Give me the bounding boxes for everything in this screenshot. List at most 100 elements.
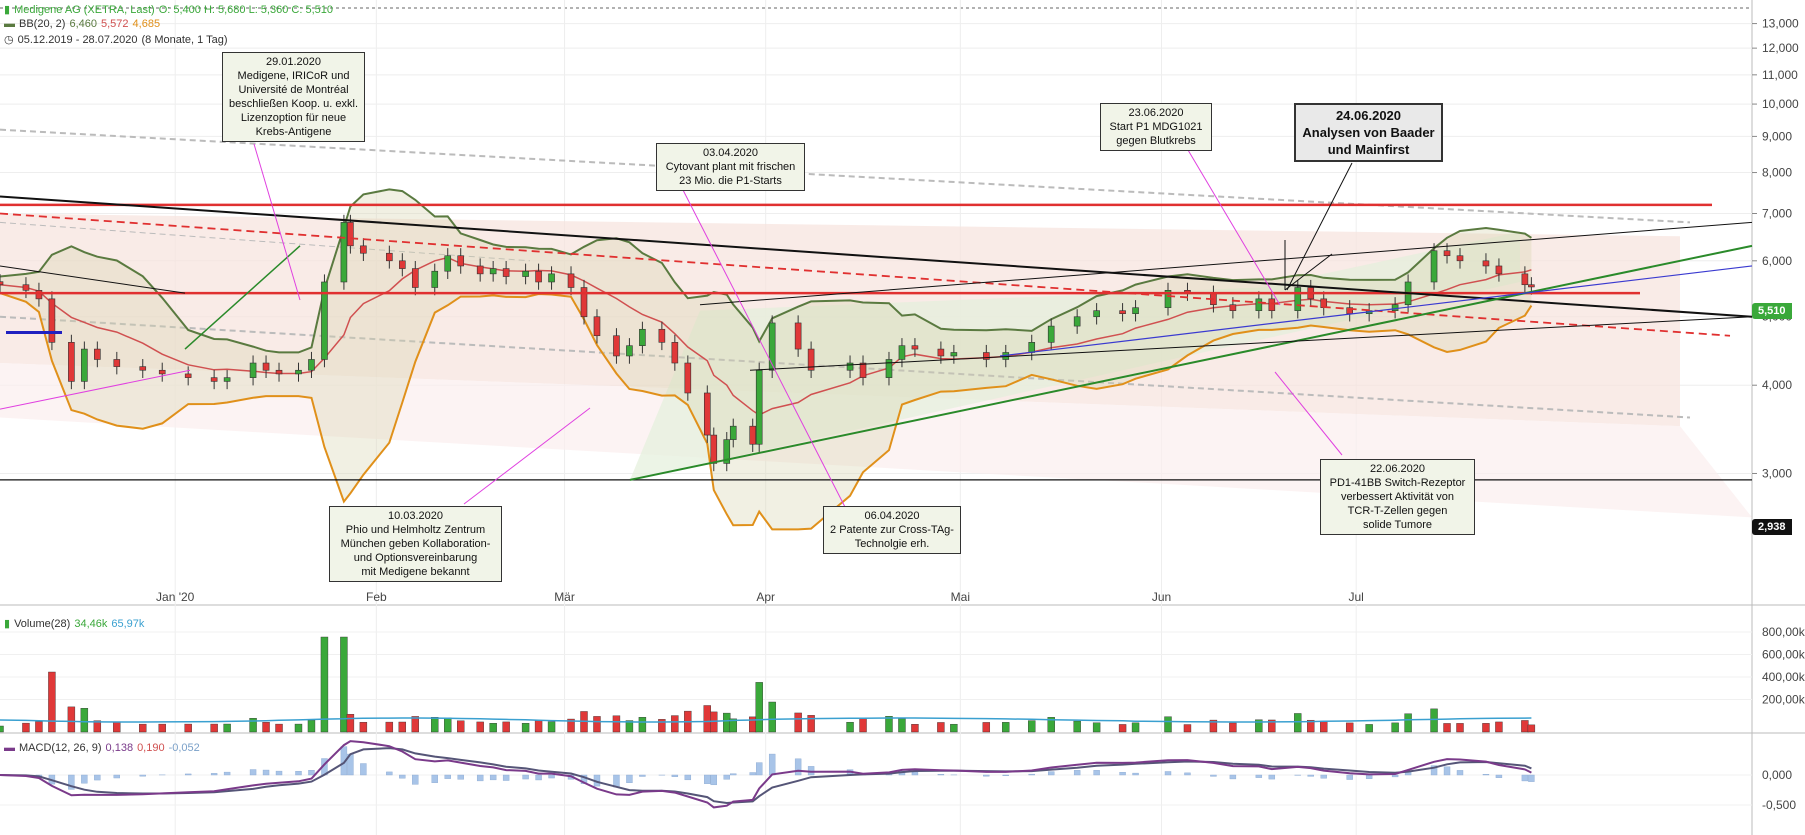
volume-bar <box>534 720 543 733</box>
candle-body <box>0 281 4 286</box>
bb-legend: ▬ BB(20, 2) 6,460 5,572 4,685 <box>4 18 164 30</box>
macd-hist-bar <box>1346 774 1353 780</box>
macd-line <box>0 740 1532 809</box>
annotation-1003: 10.03.2020 Phio und Helmholtz Zentrum Münc… <box>329 506 502 582</box>
candle-body <box>1119 310 1126 314</box>
macd-hist-bar <box>360 763 367 776</box>
macd-hist-bar <box>223 771 231 776</box>
volume-bar <box>1047 717 1055 733</box>
macd-hist-bar <box>730 773 737 776</box>
candle-body <box>1482 260 1490 267</box>
candle-body <box>1430 250 1438 283</box>
candle-body <box>94 348 101 360</box>
macd-hist-bar <box>1456 770 1464 776</box>
annotation-line: Technolgie erh. <box>854 538 930 550</box>
candle-body <box>794 322 802 350</box>
candle-body <box>658 328 666 343</box>
price-tick-label: 7,000 <box>1762 207 1792 221</box>
annotation-connector <box>1187 149 1281 306</box>
candle-body <box>139 366 147 371</box>
candle-body <box>684 362 692 394</box>
candle-body <box>729 425 737 440</box>
volume-bar <box>359 721 368 733</box>
annotation-line: 10.03.2020 <box>387 510 444 522</box>
candle-body <box>360 245 367 254</box>
volume-bar <box>1365 724 1373 733</box>
annotation-line: Lizenzoption für neue <box>240 112 347 124</box>
volume-tick-label: 800,00k <box>1762 625 1805 639</box>
annotation-line: verbessert Aktivität von <box>1340 491 1455 503</box>
macd-hist-bar <box>1132 772 1139 776</box>
candle-body <box>885 359 893 378</box>
macd-hist-bar <box>262 769 270 776</box>
annotation-line: 06.04.2020 <box>864 510 920 522</box>
volume-bar <box>502 721 510 733</box>
candle-body <box>1164 290 1172 308</box>
volume-bar <box>223 723 231 733</box>
macd-hist-bar <box>431 774 438 783</box>
volume-bar <box>1268 719 1276 733</box>
channel-mid-dashed <box>0 315 1691 419</box>
volume-bar <box>1131 722 1140 733</box>
volume-bar <box>937 722 945 733</box>
macd-hist-bar <box>1268 774 1276 780</box>
macd-hist-bar <box>580 774 588 784</box>
volume-bar <box>547 721 556 733</box>
macd-hist-bar <box>522 774 529 780</box>
volume-bar <box>1307 719 1315 733</box>
candle-body <box>502 268 510 277</box>
signal-line <box>0 747 1532 805</box>
annotation-line: Phio und Helmholtz Zentrum <box>345 524 486 536</box>
volume-bar <box>768 701 776 733</box>
macd-hist-bar <box>684 774 692 781</box>
price-tick-label: 11,000 <box>1762 68 1798 82</box>
volume-bar <box>1183 724 1192 733</box>
month-label: Mär <box>554 590 575 604</box>
candle-body <box>567 273 575 288</box>
month-label: Jun <box>1152 590 1171 604</box>
volume-bar <box>411 716 419 733</box>
annotation-line: 2 Patente zur Cross-TAg- <box>830 524 954 536</box>
macd-hist-bar <box>548 774 555 779</box>
annotation-2306: 23.06.2020 Start P1 MDG1021 gegen Blutkreb… <box>1100 103 1212 151</box>
annotation-connector <box>253 143 301 301</box>
annotation-line: 29.01.2020 <box>265 56 322 68</box>
candle-body <box>411 268 419 288</box>
candle-body <box>626 345 633 357</box>
macd-hist-bar <box>340 746 348 776</box>
macd-hist-bar <box>502 774 510 781</box>
macd-hist-bar <box>457 774 464 780</box>
candle-body <box>340 222 348 283</box>
macd-hist-bar <box>983 774 990 777</box>
volume-bar <box>1521 720 1529 733</box>
annotation-line: Start P1 MDG1021 <box>1109 121 1203 133</box>
volume-bar <box>612 715 621 733</box>
macd-hist-bar <box>794 758 802 776</box>
macd-hist-bar <box>1028 773 1035 776</box>
volume-bar <box>1294 713 1302 733</box>
lower-channel <box>0 363 1752 518</box>
early-line <box>0 265 186 294</box>
candle-body <box>983 352 990 360</box>
candle-body <box>768 322 776 371</box>
channel-inner-dashed <box>0 221 531 262</box>
candle-body <box>911 345 919 350</box>
short-uptrend-line <box>184 245 301 350</box>
price-tick-label: 13,000 <box>1762 17 1799 31</box>
annotation-line: und Mainfirst <box>1327 142 1410 157</box>
volume-bar <box>807 715 815 733</box>
bb-upper-value: 6,460 <box>69 18 97 30</box>
annotation-line: PD1-41BB Switch-Rezeptor <box>1329 477 1466 489</box>
volume-bar <box>1002 722 1010 733</box>
macd-hist-bar <box>1047 771 1055 776</box>
price-tick-label: 8,000 <box>1762 166 1792 180</box>
volume-bar <box>749 716 757 733</box>
volume-bar <box>521 722 530 733</box>
candle-body <box>48 298 56 343</box>
candle-body <box>1073 316 1081 327</box>
candle-body <box>723 439 731 464</box>
volume-bar <box>658 719 666 733</box>
volume-bar <box>1495 721 1503 733</box>
macd-hist-bar <box>476 774 484 782</box>
